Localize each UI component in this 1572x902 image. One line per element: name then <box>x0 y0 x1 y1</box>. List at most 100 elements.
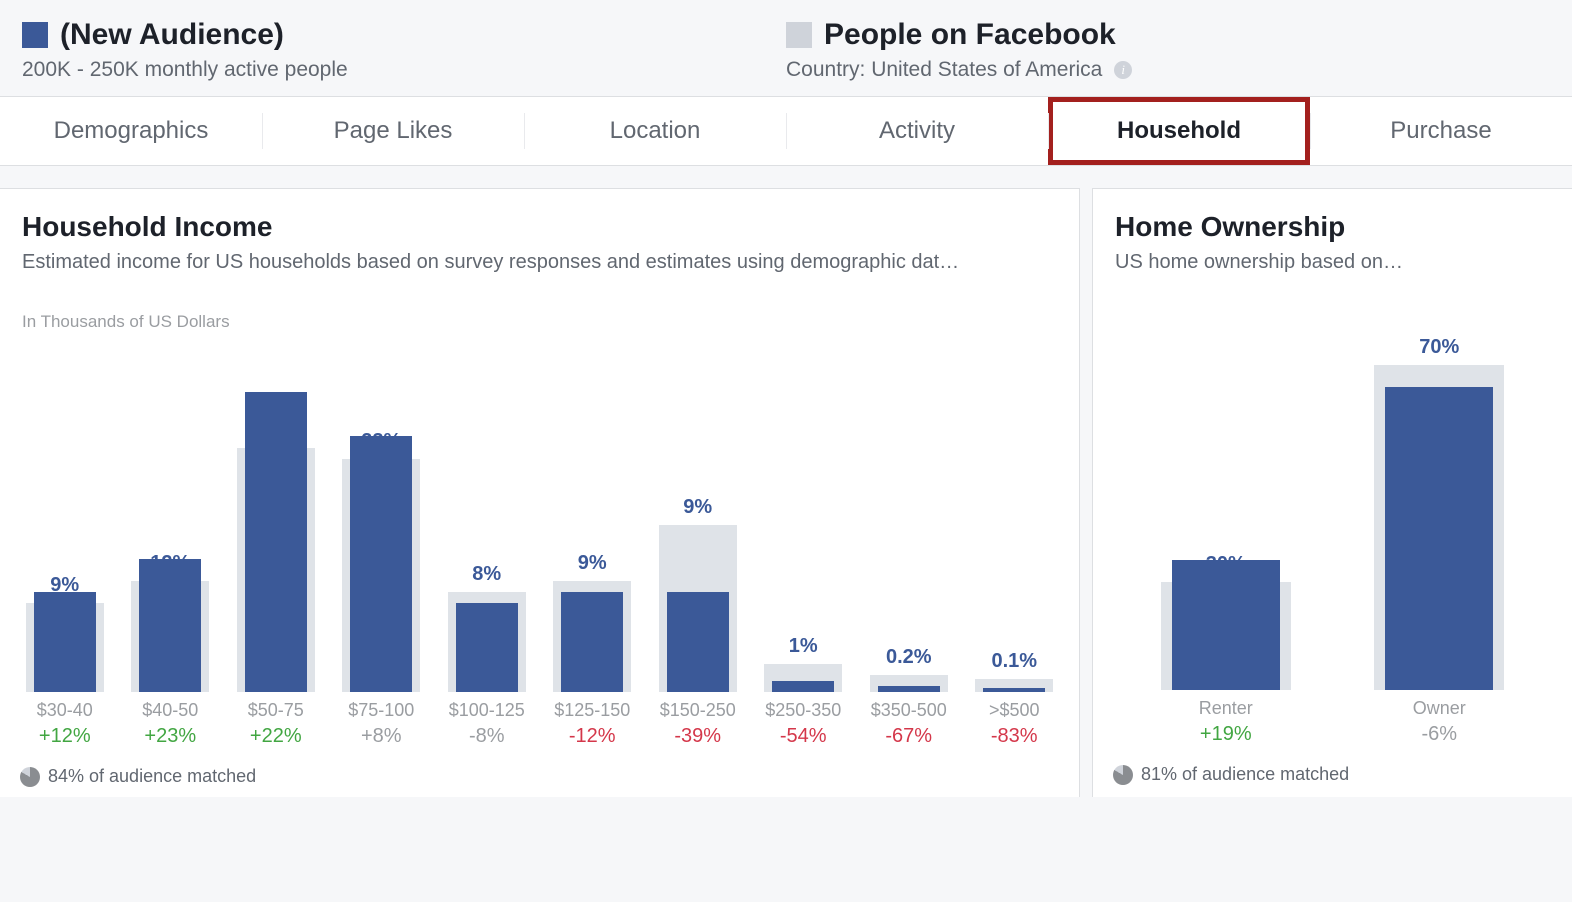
audience-title: (New Audience) <box>60 18 284 52</box>
bar-value-label: 0.2% <box>886 646 932 669</box>
pie-icon <box>1113 765 1133 785</box>
bar-audience <box>34 592 96 692</box>
x-delta: +12% <box>12 725 118 748</box>
tab-purchase[interactable]: Purchase <box>1310 97 1572 165</box>
audience-swatch <box>22 22 48 48</box>
bar-group[interactable]: 23% <box>329 332 435 692</box>
tab-page-likes[interactable]: Page Likes <box>262 97 524 165</box>
bar-group[interactable]: 12% <box>118 332 224 692</box>
ownership-chart: 30% 70% <box>1093 330 1572 690</box>
compare-subtitle-text: Country: United States of America <box>786 58 1102 81</box>
income-desc: Estimated income for US households based… <box>22 251 1057 274</box>
x-cell: $50-75 +22% <box>223 700 329 748</box>
x-cell: >$500 -83% <box>962 700 1068 748</box>
bar-audience <box>667 592 729 692</box>
x-category: $350-500 <box>856 700 962 721</box>
x-delta: -67% <box>856 725 962 748</box>
x-category: $125-150 <box>540 700 646 721</box>
bar-value-label: 8% <box>472 563 501 586</box>
content: Household Income Estimated income for US… <box>0 166 1572 797</box>
compare-block: People on Facebook Country: United State… <box>786 18 1550 82</box>
bar-group[interactable]: 0.2% <box>856 332 962 692</box>
compare-swatch <box>786 22 812 48</box>
ownership-matched-text: 81% of audience matched <box>1141 764 1349 785</box>
bar-group[interactable]: 9% <box>12 332 118 692</box>
header: (New Audience) 200K - 250K monthly activ… <box>0 0 1572 97</box>
bar-group[interactable]: 1% <box>751 332 857 692</box>
income-panel: Household Income Estimated income for US… <box>0 188 1080 797</box>
ownership-matched: 81% of audience matched <box>1093 746 1572 795</box>
bar-audience <box>878 686 940 692</box>
x-delta: -54% <box>751 725 857 748</box>
bar-audience <box>139 559 201 692</box>
x-cell: $350-500 -67% <box>856 700 962 748</box>
x-delta: +8% <box>329 725 435 748</box>
x-category: $40-50 <box>118 700 224 721</box>
x-cell: $125-150 -12% <box>540 700 646 748</box>
x-cell: $100-125 -8% <box>434 700 540 748</box>
bar-value-label: 9% <box>683 496 712 519</box>
bar-group[interactable]: 0.1% <box>962 332 1068 692</box>
income-title: Household Income <box>22 211 1057 243</box>
x-cell: Owner -6% <box>1333 698 1547 746</box>
bar-value-label: 1% <box>789 635 818 658</box>
bar-group[interactable]: 70% <box>1333 330 1547 690</box>
audience-block: (New Audience) 200K - 250K monthly activ… <box>22 18 786 82</box>
income-matched: 84% of audience matched <box>0 748 1079 797</box>
x-delta: -8% <box>434 725 540 748</box>
compare-title: People on Facebook <box>824 18 1116 52</box>
income-chart: 9%12%27%23%8%9%9%1%0.2%0.1% <box>0 332 1079 692</box>
income-xaxis: $30-40 +12%$40-50 +23% $50-75 +22%$75-100 +8%… <box>0 692 1079 748</box>
x-category: Renter <box>1119 698 1333 719</box>
x-delta: +23% <box>118 725 224 748</box>
income-matched-text: 84% of audience matched <box>48 766 256 787</box>
tab-activity[interactable]: Activity <box>786 97 1048 165</box>
bar-group[interactable]: 27% <box>223 332 329 692</box>
ownership-xaxis: Renter +19%Owner -6% <box>1093 690 1572 746</box>
tabs: DemographicsPage LikesLocationActivityHo… <box>0 97 1572 166</box>
bar-audience <box>983 688 1045 692</box>
x-category: $250-350 <box>751 700 857 721</box>
x-delta: -39% <box>645 725 751 748</box>
bar-audience <box>772 681 834 692</box>
compare-subtitle: Country: United States of America i <box>786 58 1550 82</box>
ownership-panel: Home Ownership US home ownership based o… <box>1092 188 1572 797</box>
pie-icon <box>20 767 40 787</box>
info-icon[interactable]: i <box>1114 61 1132 79</box>
x-delta: +19% <box>1119 723 1333 746</box>
tab-location[interactable]: Location <box>524 97 786 165</box>
x-category: $100-125 <box>434 700 540 721</box>
x-category: $30-40 <box>12 700 118 721</box>
tab-household[interactable]: Household <box>1048 97 1310 165</box>
x-delta: -83% <box>962 725 1068 748</box>
x-category: $75-100 <box>329 700 435 721</box>
bar-audience <box>245 392 307 692</box>
x-cell: $250-350 -54% <box>751 700 857 748</box>
bar-value-label: 9% <box>578 552 607 575</box>
x-delta: +22% <box>223 725 329 748</box>
income-axis-note: In Thousands of US Dollars <box>0 282 1079 332</box>
bar-group[interactable]: 30% <box>1119 330 1333 690</box>
x-cell: $30-40 +12% <box>12 700 118 748</box>
bar-audience <box>350 436 412 692</box>
x-cell: $40-50 +23% <box>118 700 224 748</box>
bar-value-label: 0.1% <box>991 650 1037 673</box>
bar-group[interactable]: 9% <box>645 332 751 692</box>
x-delta: -6% <box>1333 723 1547 746</box>
tab-demographics[interactable]: Demographics <box>0 97 262 165</box>
audience-subtitle: 200K - 250K monthly active people <box>22 58 786 82</box>
x-cell: Renter +19% <box>1119 698 1333 746</box>
x-category: Owner <box>1333 698 1547 719</box>
ownership-title: Home Ownership <box>1115 211 1550 243</box>
bar-audience <box>456 603 518 692</box>
ownership-desc: US home ownership based on… <box>1115 251 1550 274</box>
x-category: $50-75 <box>223 700 329 721</box>
bar-group[interactable]: 9% <box>540 332 646 692</box>
bar-group[interactable]: 8% <box>434 332 540 692</box>
bar-audience <box>1172 560 1280 690</box>
bar-audience <box>561 592 623 692</box>
x-category: >$500 <box>962 700 1068 721</box>
bar-value-label: 70% <box>1419 336 1459 359</box>
x-category: $150-250 <box>645 700 751 721</box>
x-delta: -12% <box>540 725 646 748</box>
